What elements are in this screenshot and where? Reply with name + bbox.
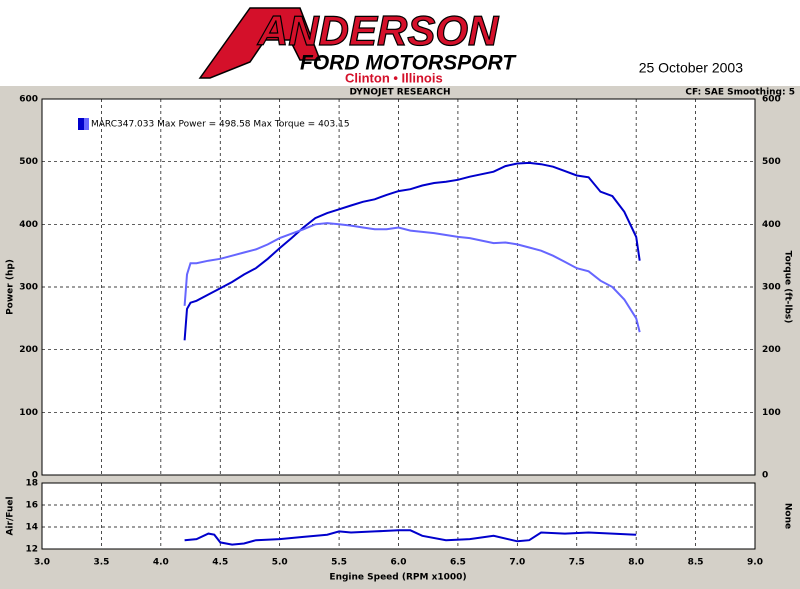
series-line <box>183 161 641 341</box>
y2-axis-label: Torque (ft-lbs) <box>783 251 793 324</box>
x-tick-label: 3.5 <box>93 558 109 568</box>
y-tick-label: 500 <box>19 157 38 167</box>
y-tick-label: 12 <box>25 545 38 555</box>
y-tick-label: 18 <box>25 479 38 489</box>
x-tick-label: 9.0 <box>747 558 763 568</box>
logo-main: ANDERSON <box>257 7 500 54</box>
annotation: CF: SAE Smoothing: 5 <box>685 88 795 98</box>
y-axis-label: Power (hp) <box>6 259 16 315</box>
x-tick-label: 4.0 <box>153 558 169 568</box>
legend-swatch <box>78 118 89 130</box>
y-tick-label: 200 <box>19 345 38 355</box>
y-tick-label: 100 <box>19 408 38 418</box>
y2-tick-label: 100 <box>762 408 781 418</box>
y2-tick-label: 0 <box>762 471 768 481</box>
y-tick-label: 0 <box>32 471 38 481</box>
logo-emblem <box>198 7 322 79</box>
x-tick-label: 6.0 <box>391 558 407 568</box>
chart-title: DYNOJET RESEARCH <box>349 88 450 98</box>
y-tick-label: 14 <box>25 523 38 533</box>
x-tick-label: 8.5 <box>688 558 704 568</box>
y2-tick-label: 200 <box>762 345 781 355</box>
y2-tick-label: 600 <box>762 95 781 105</box>
x-tick-label: 4.5 <box>212 558 228 568</box>
y2-tick-label: 500 <box>762 157 781 167</box>
x-tick-label: 8.0 <box>628 558 644 568</box>
date: 25 October 2003 <box>639 60 744 76</box>
x-tick-label: 5.5 <box>331 558 347 568</box>
y2-tick-label: 400 <box>762 220 781 230</box>
x-tick-label: 3.0 <box>34 558 50 568</box>
x-tick-label: 7.0 <box>509 558 525 568</box>
afr-y2-label: None <box>783 503 793 529</box>
legend-swatch-2 <box>84 118 89 130</box>
afr-y-axis-label: Air/Fuel <box>6 496 16 535</box>
x-tick-label: 6.5 <box>450 558 466 568</box>
y-tick-label: 16 <box>25 501 38 511</box>
y-tick-label: 400 <box>19 220 38 230</box>
x-tick-label: 5.0 <box>272 558 288 568</box>
y-tick-label: 600 <box>19 95 38 105</box>
afr-line <box>184 529 637 546</box>
y-tick-label: 300 <box>19 283 38 293</box>
x-axis-label: Engine Speed (RPM x1000) <box>329 573 466 583</box>
y2-tick-label: 300 <box>762 283 781 293</box>
series-line <box>183 222 641 333</box>
logo-location: Clinton • Illinois <box>345 70 443 85</box>
logo-sub: FORD MOTORSPORT <box>300 52 517 75</box>
x-tick-label: 7.5 <box>569 558 585 568</box>
